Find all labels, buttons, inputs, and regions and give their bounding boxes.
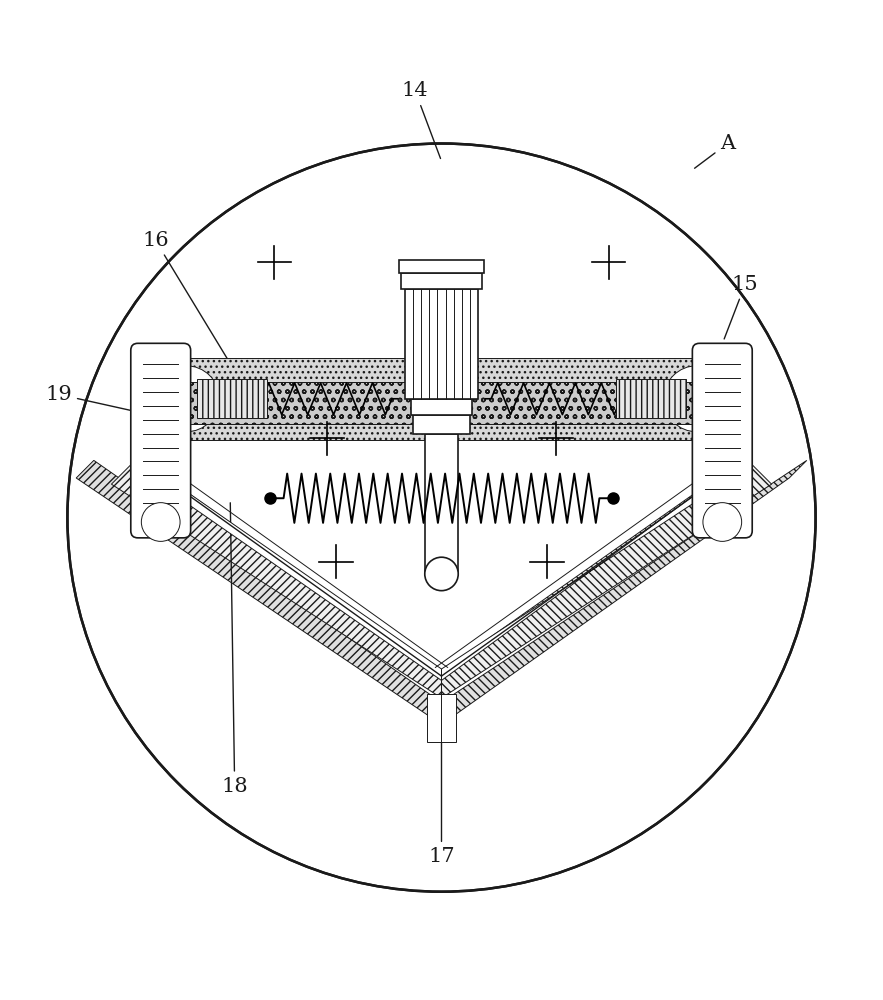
Polygon shape bbox=[442, 458, 772, 698]
Circle shape bbox=[67, 144, 816, 892]
Polygon shape bbox=[76, 460, 442, 724]
Circle shape bbox=[664, 366, 729, 432]
Polygon shape bbox=[442, 460, 807, 724]
Circle shape bbox=[154, 366, 219, 432]
Polygon shape bbox=[111, 458, 442, 698]
Text: 15: 15 bbox=[724, 275, 758, 339]
Bar bbox=[615, 379, 686, 418]
Bar bbox=[427, 694, 456, 742]
Bar bbox=[399, 260, 484, 273]
Circle shape bbox=[425, 557, 458, 591]
Text: 16: 16 bbox=[142, 231, 229, 361]
Bar bbox=[411, 399, 472, 415]
Circle shape bbox=[703, 503, 742, 541]
Bar bbox=[177, 358, 706, 382]
Bar bbox=[425, 434, 458, 575]
Circle shape bbox=[141, 503, 180, 541]
Bar bbox=[186, 382, 697, 424]
Text: 18: 18 bbox=[222, 503, 248, 796]
Text: 14: 14 bbox=[402, 81, 441, 159]
Bar bbox=[405, 289, 478, 399]
Bar bbox=[177, 416, 706, 440]
Polygon shape bbox=[442, 458, 745, 680]
Bar bbox=[401, 273, 482, 289]
FancyBboxPatch shape bbox=[131, 343, 191, 538]
Bar bbox=[197, 379, 268, 418]
FancyBboxPatch shape bbox=[692, 343, 752, 538]
Polygon shape bbox=[138, 458, 441, 680]
Text: 19: 19 bbox=[45, 385, 135, 411]
Bar bbox=[413, 415, 470, 434]
Text: 17: 17 bbox=[428, 718, 455, 866]
Text: A: A bbox=[695, 134, 736, 168]
